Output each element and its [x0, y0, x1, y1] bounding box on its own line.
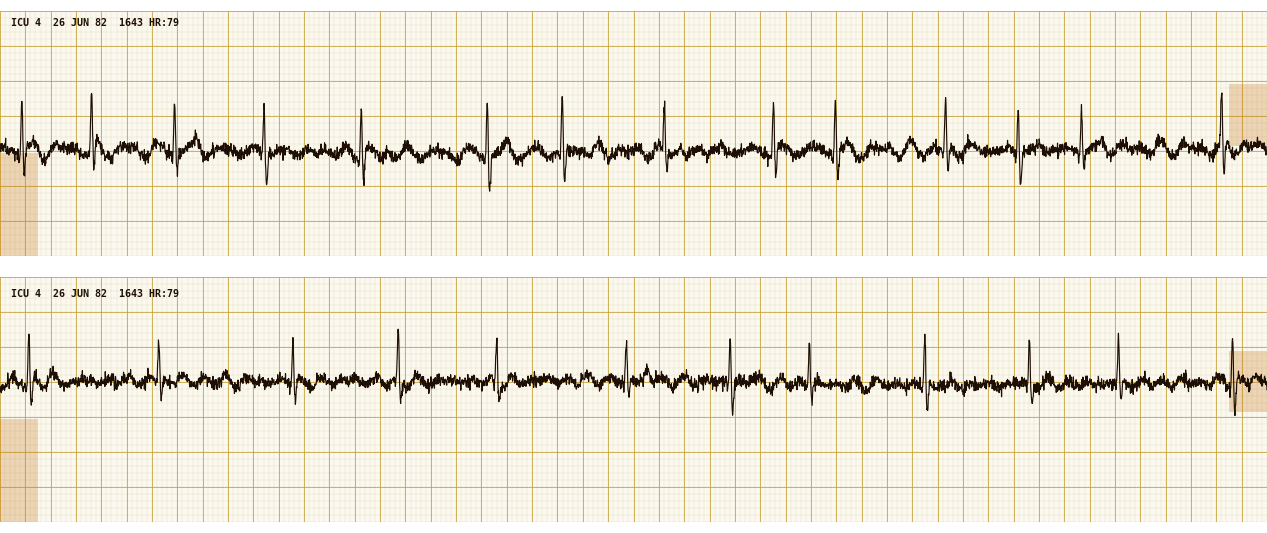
- Text: ICU 4  26 JUN 82  1643 HR:79: ICU 4 26 JUN 82 1643 HR:79: [11, 18, 180, 28]
- Bar: [1229, 351, 1267, 412]
- Bar: [0, 419, 38, 522]
- Text: ICU 4  26 JUN 82  1643 HR:79: ICU 4 26 JUN 82 1643 HR:79: [11, 289, 180, 300]
- Bar: [1229, 84, 1267, 146]
- Bar: [0, 153, 38, 256]
